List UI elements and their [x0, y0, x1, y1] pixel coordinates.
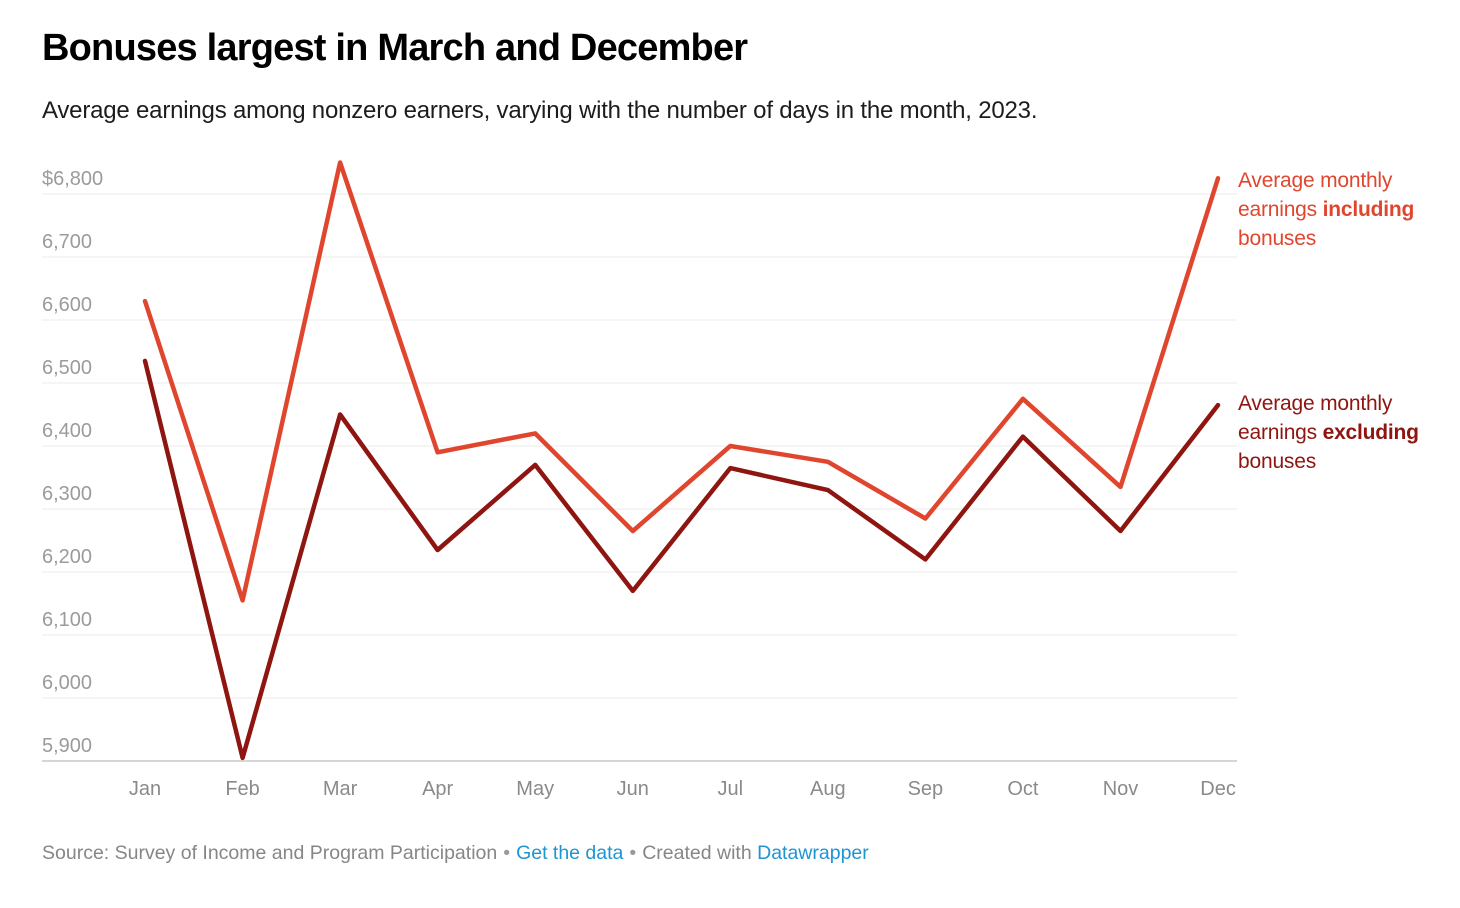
series-line-excluding-bonuses[interactable] [142, 358, 1221, 761]
x-tick-label-nov: Nov [1103, 778, 1139, 800]
y-tick-label: 6,200 [42, 546, 92, 568]
datawrapper-link[interactable]: Datawrapper [757, 842, 869, 864]
x-tick-label-aug: Aug [810, 778, 846, 800]
y-tick-label: 6,600 [42, 294, 92, 316]
legend-including-line1: Average monthly [1238, 169, 1393, 192]
x-tick-label-may: May [516, 778, 554, 800]
y-tick-label: 6,000 [42, 672, 92, 694]
x-tick-label-jan: Jan [129, 778, 161, 800]
x-tick-label-dec: Dec [1200, 778, 1236, 800]
y-tick-label: 6,300 [42, 483, 92, 505]
y-tick-label: 5,900 [42, 735, 92, 757]
chart-title: Bonuses largest in March and December [42, 27, 748, 69]
x-tick-label-jul: Jul [718, 778, 744, 800]
legend-including-line2: earnings including [1238, 198, 1415, 221]
legend-excluding-line1: Average monthly [1238, 392, 1393, 415]
y-tick-label: 6,100 [42, 609, 92, 631]
x-tick-label-jun: Jun [617, 778, 649, 800]
y-tick-label: 6,500 [42, 357, 92, 379]
footer: Source: Survey of Income and Program Par… [42, 842, 869, 865]
legend-including-line3: bonuses [1238, 227, 1316, 250]
created-with-text: Created with [642, 842, 752, 864]
source-text: Source: Survey of Income and Program Par… [42, 842, 498, 864]
y-tick-label: $6,800 [42, 168, 103, 190]
x-tick-label-apr: Apr [422, 778, 453, 800]
legend-including-bonuses: Average monthly earnings including bonus… [1238, 166, 1456, 253]
footer-separator: • [503, 842, 511, 864]
x-tick-label-mar: Mar [323, 778, 358, 800]
chart-subtitle: Average earnings among nonzero earners, … [42, 97, 1038, 124]
legend-excluding-line3: bonuses [1238, 450, 1316, 473]
x-tick-label-oct: Oct [1007, 778, 1039, 800]
legend-excluding-bonuses: Average monthly earnings excluding bonus… [1238, 389, 1456, 476]
y-tick-label: 6,400 [42, 420, 92, 442]
series-line-including-bonuses[interactable] [142, 160, 1221, 603]
get-the-data-link[interactable]: Get the data [516, 842, 624, 864]
footer-separator: • [629, 842, 637, 864]
legend-excluding-line2: earnings excluding [1238, 421, 1419, 444]
y-tick-label: 6,700 [42, 231, 92, 253]
x-tick-label-sep: Sep [908, 778, 944, 800]
x-tick-label-feb: Feb [225, 778, 259, 800]
